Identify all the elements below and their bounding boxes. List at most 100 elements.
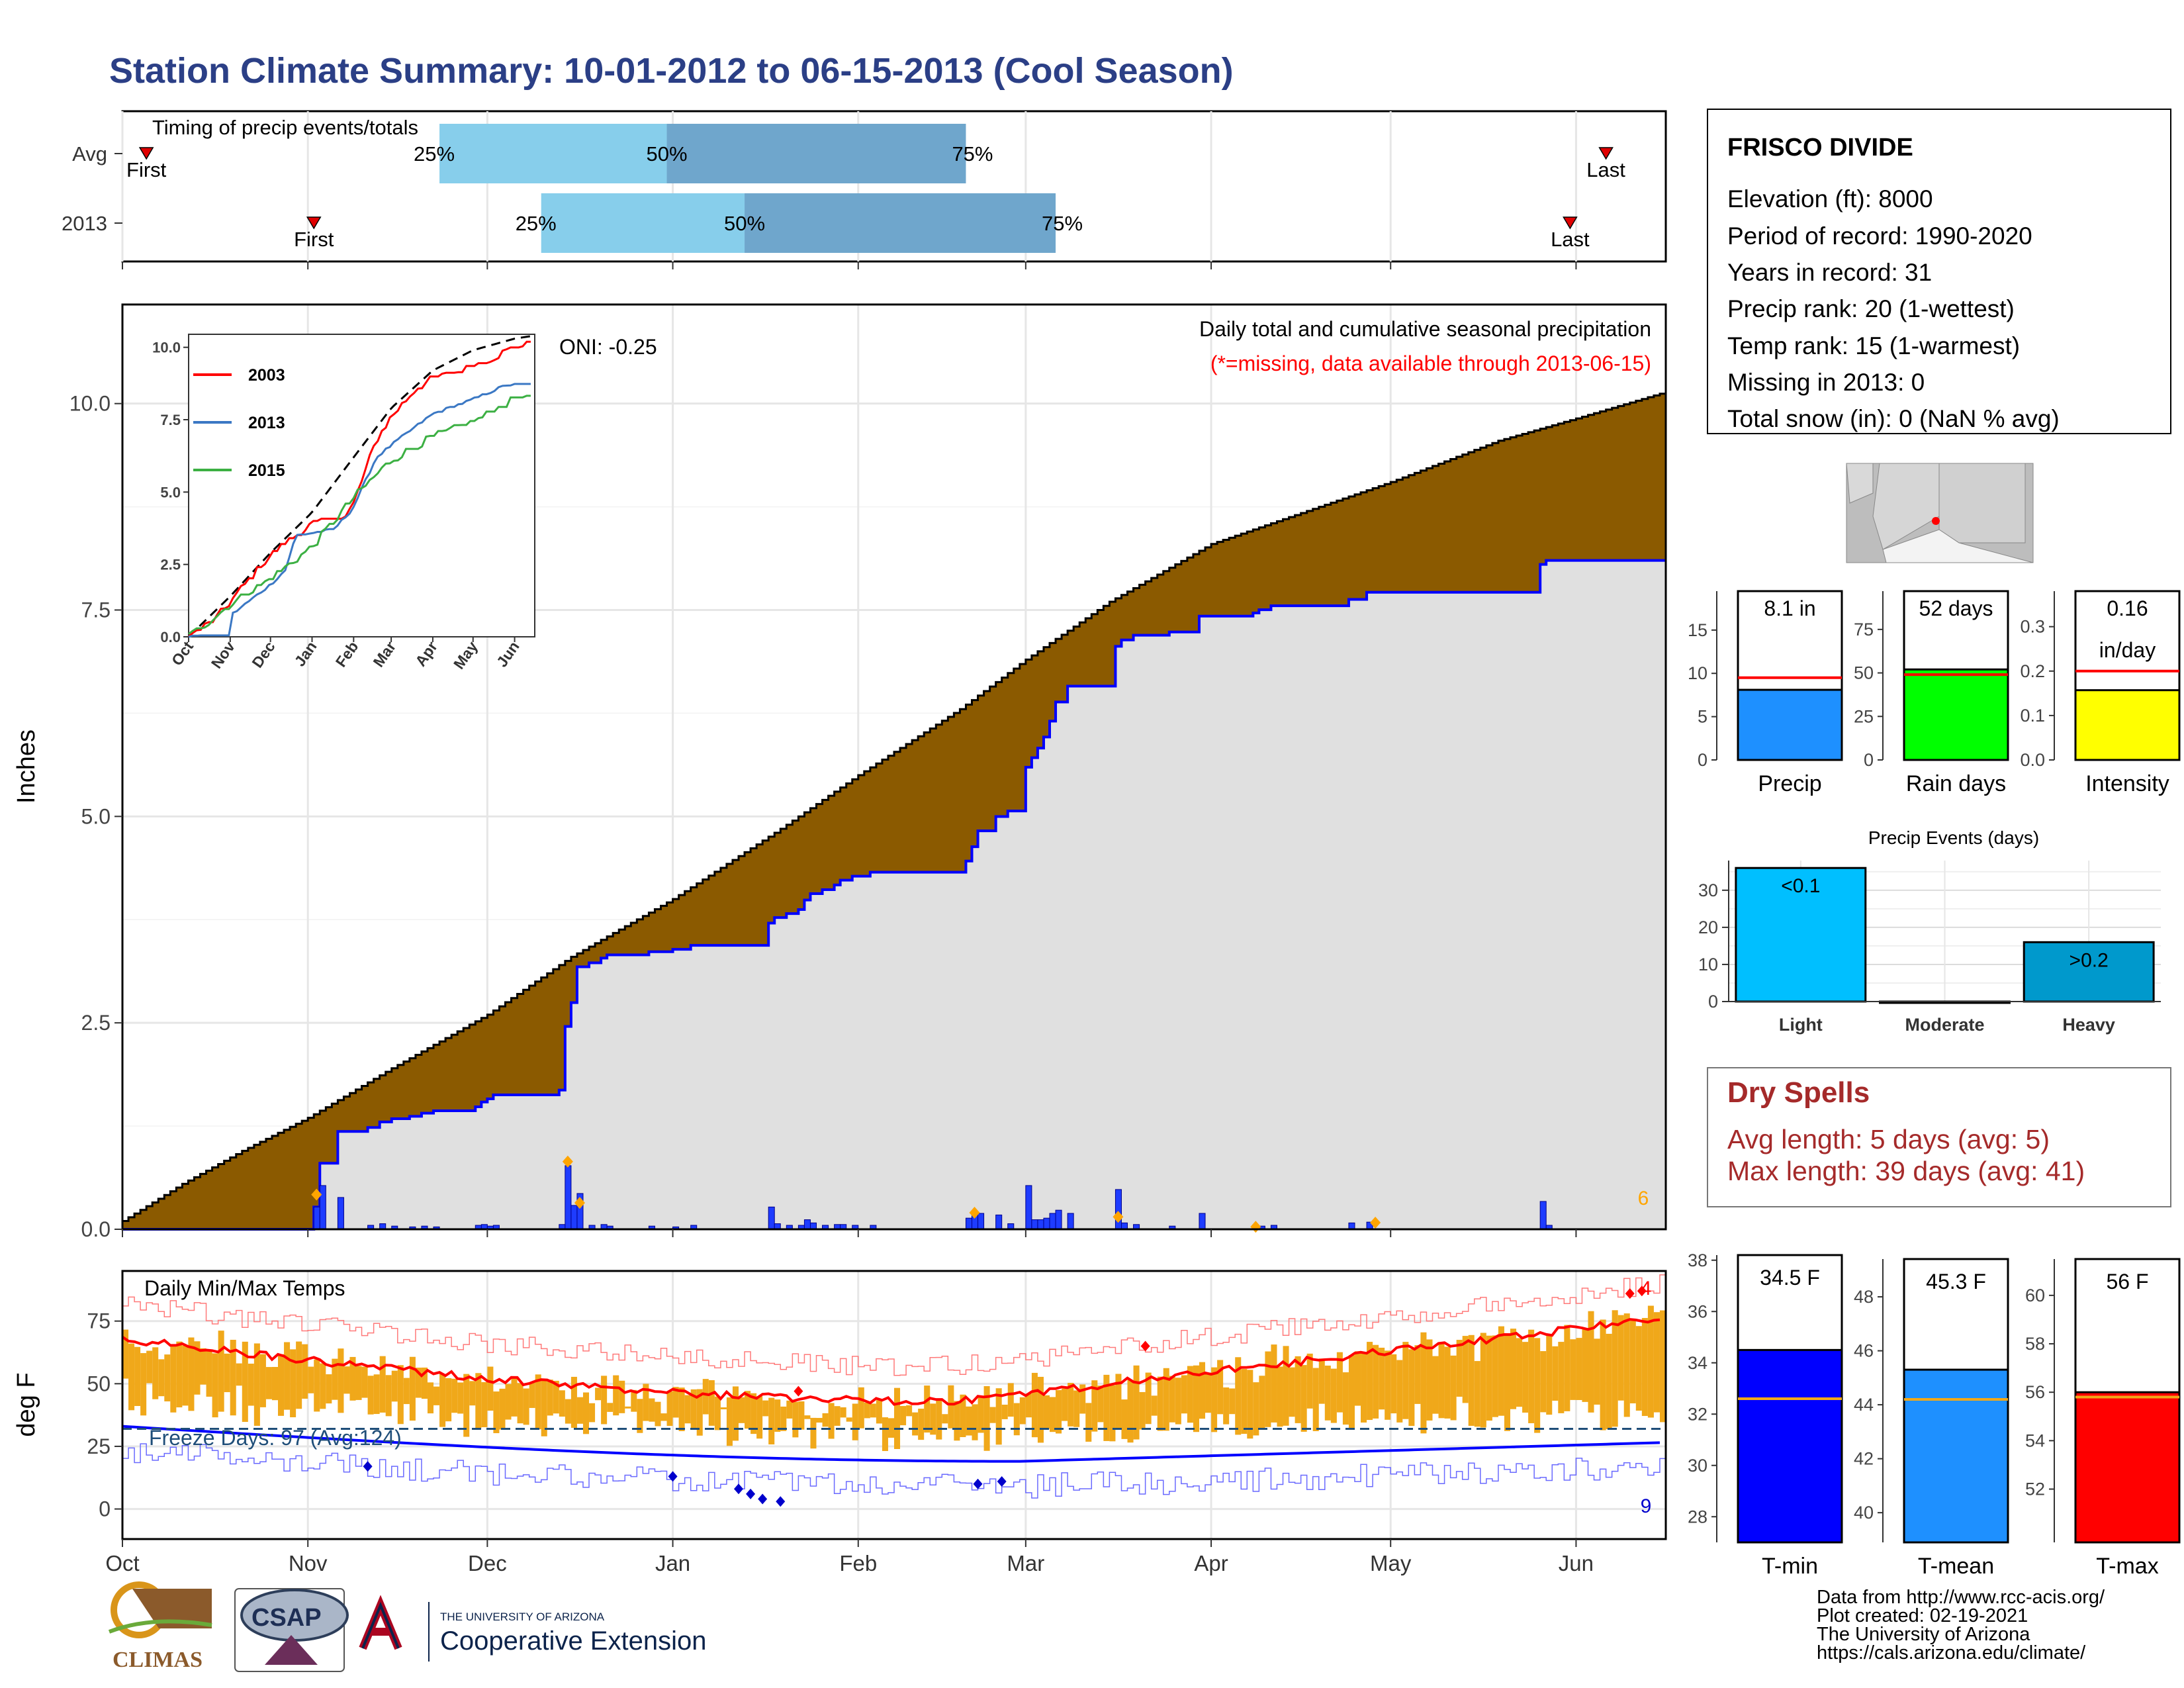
quartile-label: 75% [952,142,993,165]
record-low-marker [758,1493,768,1505]
daily-temp-bar [1528,1329,1535,1423]
summary-y-tick: 34 [1688,1353,1707,1373]
daily-temp-bar [751,1393,757,1434]
summary-value-label: 56 F [2106,1270,2148,1293]
y-tick-label: 10.0 [69,392,111,416]
daily-temp-bar [1426,1339,1433,1421]
daily-temp-bar [367,1376,374,1415]
daily-precip-bar [1199,1213,1206,1230]
summary-value-label: 34.5 F [1760,1266,1820,1289]
daily-temp-bar [1462,1336,1469,1403]
precip-frame [121,303,1667,1231]
locator-map [1846,463,2034,563]
daily-precip-bar [995,1214,1003,1230]
summary-bar [2074,1391,2181,1544]
y-axis-label: Inches [13,729,40,804]
summary-y-tick: 32 [1688,1404,1707,1424]
summary-y-tick: 30 [1688,1456,1707,1476]
daily-temp-bar [960,1394,966,1437]
daily-temp-bar [361,1366,368,1398]
precip-events-chart: Precip Events (days) <0.1 Light Moderate >0.… [1698,827,2161,1035]
daily-temp-bar [1432,1356,1439,1414]
daily-temp-bar [517,1383,523,1424]
daily-temp-bar [846,1417,852,1422]
record-high-marker [794,1385,803,1397]
daily-temp-bar [625,1406,631,1409]
page-title: Station Climate Summary: 10-01-2012 to 0… [109,51,1234,91]
y-tick-label: 0 [99,1497,111,1521]
y-tick-label: 5.0 [81,804,111,828]
daily-temp-bar [1235,1357,1242,1435]
daily-temp-bar [176,1341,183,1408]
daily-temp-bar [1127,1380,1134,1443]
daily-temp-bar [182,1345,189,1406]
daily-temp-bar [1013,1403,1020,1436]
daily-temp-bar [810,1417,817,1449]
daily-precip-bar [1115,1189,1122,1230]
daily-temp-bar [499,1388,506,1430]
inset-y-tick: 2.5 [160,557,181,573]
record-low-marker [668,1471,678,1482]
daily-temp-bar [894,1387,901,1449]
summary-value-label: 8.1 in [1764,596,1815,620]
daily-temp-bar [1330,1368,1337,1423]
snow-marker [574,1197,585,1209]
month-label: Jan [655,1551,690,1575]
daily-temp-bar [1043,1395,1050,1429]
credit-line: The University of Arizona [1817,1624,2030,1645]
timing-title: Timing of precip events/totals [152,116,418,139]
daily-temp-bar [1300,1365,1307,1432]
daily-temp-bar [1193,1365,1199,1432]
daily-temp-bar [1629,1321,1636,1403]
daily-temp-bar [349,1356,356,1401]
daily-temp-bar [1241,1369,1248,1434]
record-low-marker [973,1478,983,1489]
record-high-count: 4 [1641,1278,1652,1299]
record-low-marker [363,1461,373,1472]
station-line: Total snow (in): 0 (NaN % avg) [1727,405,2060,432]
daily-temp-bar [936,1399,942,1440]
daily-temp-bar [338,1348,344,1413]
daily-temp-bar [792,1401,799,1438]
summary-y-tick: 50 [1854,663,1874,683]
events-y-tick: 0 [1708,992,1718,1011]
daily-temp-bar [762,1400,769,1417]
daily-temp-bar [553,1380,559,1414]
summary-bars: 0 5 10 15 Precip 8.1 in 0 25 50 75 Rain days 52 day… [1688,590,2181,796]
daily-temp-bar [1031,1372,1038,1438]
record-low-marker [997,1476,1007,1487]
daily-temp-bar [589,1403,596,1423]
inset-series-2013 [188,383,531,638]
daily-temp-bar [906,1405,913,1417]
daily-precip-bar [1539,1201,1547,1230]
daily-temp-bar [1492,1335,1498,1417]
daily-temp-bar [1420,1332,1427,1434]
daily-precip-bar [319,1185,326,1230]
daily-temp-bar [1211,1367,1218,1432]
first-marker [138,147,154,160]
last-marker [1598,147,1614,160]
dry-spells-max: Max length: 39 days (avg: 41) [1727,1156,2085,1186]
daily-temp-bar [290,1349,296,1418]
daily-precip-bar [1037,1219,1044,1230]
daily-temp-bar [445,1378,452,1422]
daily-temp-bar [302,1344,308,1399]
summary-axis-label: T-min [1762,1554,1818,1579]
daily-temp-bar [768,1397,775,1445]
daily-temp-bar [1277,1366,1283,1427]
daily-temp-bar [745,1391,751,1429]
daily-temp-bar [1306,1353,1313,1409]
panel-title: Daily Min/Max Temps [144,1276,345,1300]
daily-temp-bar [1450,1355,1457,1421]
daily-temp-bar [660,1413,667,1421]
y-tick-label: 2.5 [81,1011,111,1035]
daily-temp-bar [451,1378,458,1413]
temperature-summary-bars: 28 30 32 34 36 38 T-min 34.5 F 40 42 44 46 48 T-mean 4… [1688,1250,2181,1579]
daily-temp-bar [631,1389,637,1412]
daily-temp-bar [720,1407,727,1410]
quartile-bar-25-50 [541,193,745,253]
daily-temp-bar [1653,1312,1660,1413]
daily-temp-bar [1396,1360,1403,1423]
daily-temp-bar [870,1403,876,1418]
summary-y-tick: 42 [1854,1449,1874,1469]
